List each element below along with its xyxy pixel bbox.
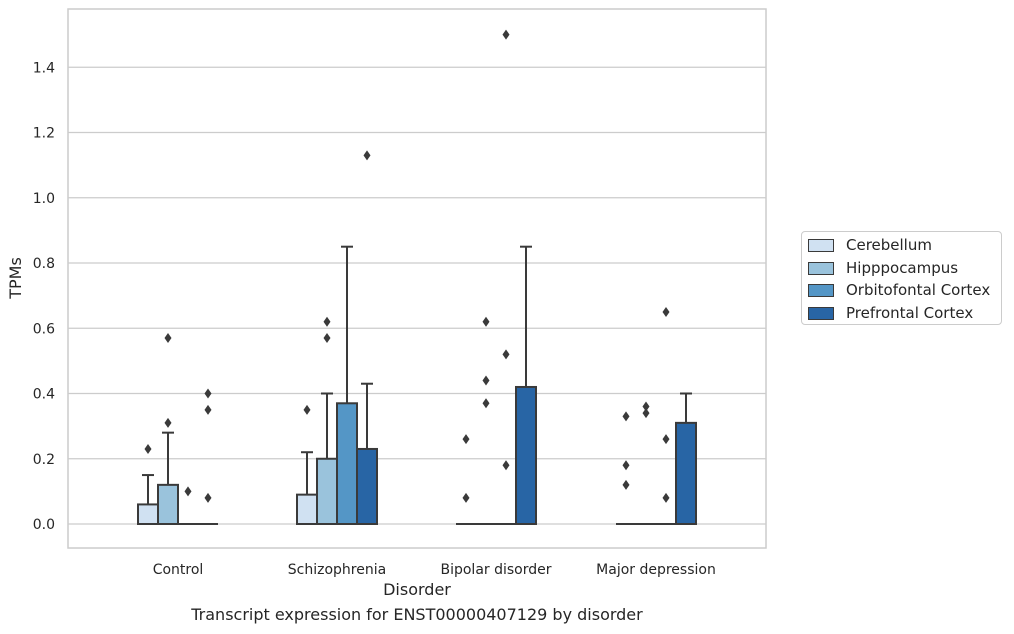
y-tick-label: 1.2	[33, 126, 55, 142]
legend: Cerebellum Hipppocampus Orbitofontal Cor…	[801, 231, 1002, 325]
outlier-point	[662, 492, 670, 503]
bar	[675, 421, 697, 525]
plot-frame	[67, 8, 767, 549]
y-tick-label: 0.2	[33, 452, 55, 468]
legend-item-prefrontal: Prefrontal Cortex	[808, 303, 973, 323]
outlier-point	[662, 434, 670, 445]
legend-swatch	[808, 283, 834, 297]
outlier-point	[144, 443, 152, 454]
bar	[316, 457, 338, 525]
outlier-point	[622, 411, 630, 422]
x-tick-label: Control	[153, 562, 204, 578]
y-tick-label: 1.0	[33, 191, 55, 207]
y-tick-label: 0.4	[33, 387, 55, 403]
outlier-point	[482, 316, 490, 327]
outlier-point	[662, 306, 670, 317]
bar	[157, 483, 179, 526]
legend-item-orbitofrontal: Orbitofontal Cortex	[808, 280, 990, 300]
legend-item-hippocampus: Hipppocampus	[808, 258, 958, 278]
bar	[336, 402, 358, 526]
legend-label: Prefrontal Cortex	[846, 304, 974, 322]
outlier-point	[482, 398, 490, 409]
bar	[356, 447, 378, 525]
bar	[137, 503, 159, 525]
chart-marks	[137, 29, 697, 526]
y-axis-label: TPMs	[6, 257, 25, 300]
y-tick-label: 1.4	[33, 60, 55, 76]
outlier-point	[164, 417, 172, 428]
outlier-point	[502, 460, 510, 471]
y-axis-ticks: 0.0 0.2 0.4 0.6 0.8 1.0 1.2 1.4	[33, 60, 55, 533]
outlier-point	[622, 479, 630, 490]
outlier-point	[204, 404, 212, 415]
outlier-point	[622, 460, 630, 471]
gridlines	[68, 66, 766, 525]
outlier-point	[462, 492, 470, 503]
outlier-point	[642, 408, 650, 419]
outlier-point	[323, 333, 331, 344]
outlier-point	[204, 492, 212, 503]
legend-item-cerebellum: Cerebellum	[808, 235, 932, 255]
outlier-point	[462, 434, 470, 445]
outlier-point	[502, 349, 510, 360]
legend-swatch	[808, 238, 834, 252]
x-tick-label: Schizophrenia	[288, 562, 386, 578]
outlier-point	[184, 486, 192, 497]
legend-label: Hipppocampus	[846, 259, 959, 277]
bar	[515, 385, 537, 525]
x-axis-ticks: Control Schizophrenia Bipolar disorder Majo…	[153, 562, 716, 578]
outlier-point	[363, 150, 371, 161]
legend-swatch	[808, 261, 834, 275]
outlier-point	[502, 29, 510, 40]
x-tick-label: Bipolar disorder	[440, 562, 551, 578]
outlier-point	[642, 401, 650, 412]
legend-label: Orbitofontal Cortex	[846, 281, 991, 299]
outlier-point	[303, 404, 311, 415]
x-axis-label: Disorder	[383, 580, 451, 599]
y-tick-label: 0.8	[33, 256, 55, 272]
y-tick-label: 0.0	[33, 517, 55, 533]
bar	[296, 493, 318, 526]
y-tick-label: 0.6	[33, 321, 55, 337]
outlier-point	[323, 316, 331, 327]
legend-label: Cerebellum	[846, 236, 932, 254]
x-tick-label: Major depression	[596, 562, 716, 578]
outlier-point	[164, 333, 172, 344]
legend-swatch	[808, 306, 834, 320]
outlier-point	[204, 388, 212, 399]
chart-caption: Transcript expression for ENST0000040712…	[191, 605, 643, 624]
outlier-point	[482, 375, 490, 386]
